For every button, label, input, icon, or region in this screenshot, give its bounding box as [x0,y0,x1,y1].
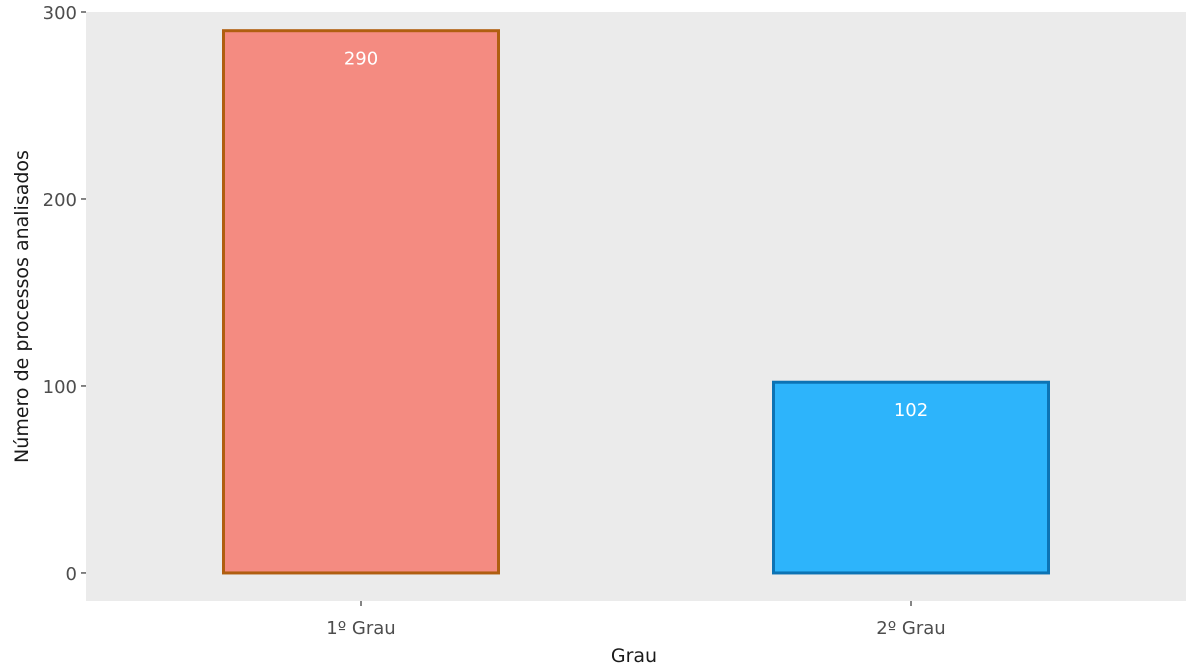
y-tick-label: 100 [43,377,77,398]
data-labels-layer: 290 102 [344,49,928,422]
bars-layer [222,29,1050,575]
bar-2 [772,380,1050,575]
y-tick-label: 300 [43,3,77,24]
y-tick-label: 0 [66,564,77,585]
y-tick-label: 200 [43,190,77,211]
x-tick-label: 1º Grau [326,618,395,639]
x-tick-label: 2º Grau [876,618,945,639]
y-axis-title: Número de processos analisados [11,150,33,463]
bar-value-label: 102 [894,400,928,421]
x-axis-title: Grau [611,645,657,666]
bar-1 [222,29,500,575]
x-axis: 1º Grau 2º Grau [326,601,946,639]
bar-value-label: 290 [344,49,378,70]
y-axis: 0 100 200 300 [43,3,86,585]
